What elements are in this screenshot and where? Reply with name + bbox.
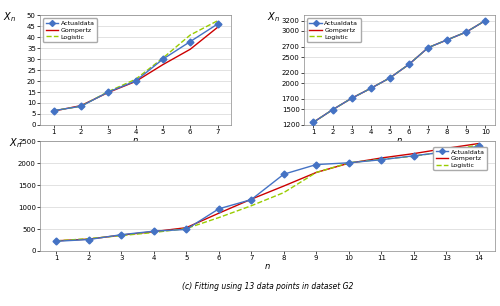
Y-axis label: $X_n$: $X_n$ (267, 10, 280, 24)
Text: (a) Fitting using nine data points in dataset G1: (a) Fitting using nine data points in da… (46, 169, 225, 178)
X-axis label: n: n (133, 136, 138, 145)
Y-axis label: $X_n$: $X_n$ (3, 10, 16, 24)
X-axis label: n: n (397, 136, 402, 145)
Legend: Actualdata, Gompertz, Logistic: Actualdata, Gompertz, Logistic (434, 147, 488, 170)
Text: (c) Fitting using 13 data points in dataset G2: (c) Fitting using 13 data points in data… (182, 282, 353, 291)
Y-axis label: $X_n$: $X_n$ (8, 136, 22, 150)
Text: (b) Fitting using 13 data points in dataset G2: (b) Fitting using 13 data points in data… (314, 169, 486, 178)
Legend: Actualdata, Gompertz, Logistic: Actualdata, Gompertz, Logistic (43, 18, 97, 42)
X-axis label: n: n (265, 263, 270, 271)
Legend: Actualdata, Gompertz, Logistic: Actualdata, Gompertz, Logistic (307, 18, 361, 42)
